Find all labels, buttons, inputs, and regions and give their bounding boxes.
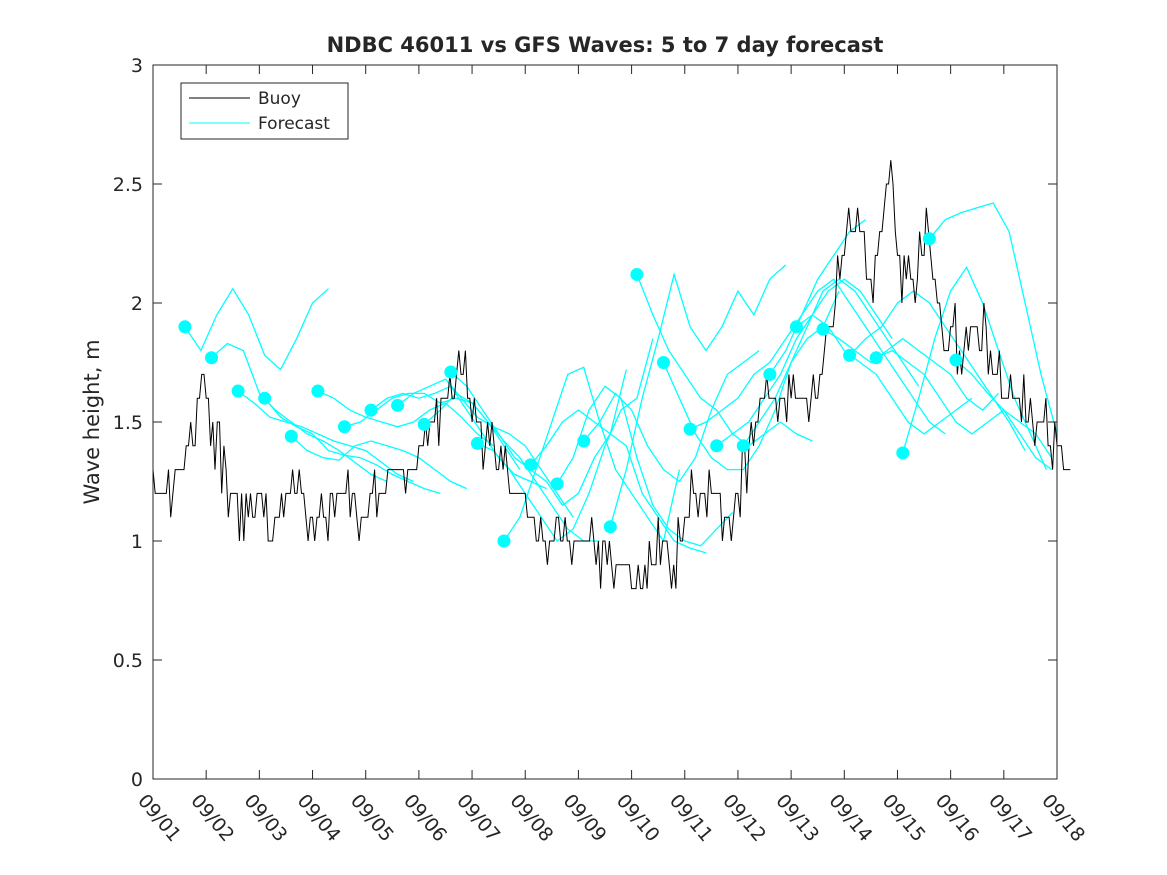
legend: Buoy Forecast: [180, 82, 349, 140]
y-tick-label: 2: [131, 293, 143, 315]
forecast-line: [609, 264, 787, 527]
forecast-start-marker: [204, 351, 218, 365]
legend-box: [180, 82, 349, 140]
y-tick-label: 3: [131, 55, 143, 77]
legend-forecast-label: Forecast: [258, 114, 330, 134]
forecast-line: [822, 328, 999, 411]
forecast-start-marker: [577, 434, 591, 448]
buoy-line-group: [152, 160, 1071, 590]
plot-area: [153, 65, 1057, 779]
forecast-start-marker: [949, 353, 963, 367]
forecast-line: [583, 350, 760, 483]
forecast-start-marker: [869, 351, 883, 365]
forecast-line: [716, 278, 893, 447]
forecast-start-marker: [524, 458, 538, 472]
y-tick-label: 0: [131, 769, 143, 791]
forecast-line: [397, 378, 574, 518]
forecast-line: [317, 390, 494, 447]
forecast-line: [184, 287, 329, 371]
forecast-line: [370, 385, 547, 490]
forecast-start-marker: [816, 322, 830, 336]
forecast-start-marker: [258, 391, 272, 405]
y-tick-label: 1.5: [113, 412, 143, 434]
forecast-start-marker: [896, 446, 910, 460]
forecast-line: [290, 435, 467, 490]
forecast-line: [902, 265, 1047, 470]
y-tick-label: 1: [131, 531, 143, 553]
forecast-line: [875, 349, 1053, 471]
forecast-start-marker: [630, 267, 644, 281]
forecast-start-marker: [789, 320, 803, 334]
forecast-start-marker: [843, 348, 857, 362]
forecast-start-marker: [364, 403, 378, 417]
y-tick-label: 2.5: [113, 174, 143, 196]
chart-title: NDBC 46011 vs GFS Waves: 5 to 7 day fore…: [327, 33, 884, 57]
forecast-start-marker: [736, 439, 750, 453]
forecast-start-marker: [178, 320, 192, 334]
forecast-line: [264, 397, 441, 495]
forecast-start-marker: [444, 365, 458, 379]
axes-box: [152, 64, 1058, 780]
forecast-line: [556, 385, 734, 547]
forecast-start-marker: [391, 398, 405, 412]
forecast-line: [503, 366, 681, 543]
forecast-start-marker: [284, 429, 298, 443]
forecast-line: [689, 219, 866, 430]
y-tick-label: 0.5: [113, 650, 143, 672]
forecast-start-marker: [603, 520, 617, 534]
forecast-start-marker: [311, 384, 325, 398]
forecast-start-marker: [710, 439, 724, 453]
forecast-start-marker: [656, 356, 670, 369]
forecast-start-markers: [178, 232, 963, 548]
forecast-line: [742, 278, 920, 447]
buoy-line: [152, 160, 1071, 590]
forecast-start-marker: [922, 232, 936, 246]
forecast-line: [769, 278, 946, 435]
forecast-lines: [184, 202, 1058, 554]
forecast-start-marker: [470, 436, 484, 450]
forecast-start-marker: [763, 367, 777, 381]
forecast-start-marker: [337, 420, 351, 434]
forecast-line: [928, 202, 1058, 435]
forecast-line: [530, 409, 707, 554]
forecast-line: [636, 274, 813, 447]
forecast-start-marker: [550, 477, 564, 491]
forecast-start-marker: [417, 417, 431, 431]
forecast-start-marker: [497, 534, 511, 548]
forecast-line: [237, 390, 414, 483]
forecast-line: [450, 369, 627, 507]
forecast-start-marker: [683, 422, 697, 436]
y-axis-label: Wave height, m: [80, 339, 104, 504]
forecast-start-marker: [231, 384, 245, 398]
legend-buoy-label: Buoy: [258, 89, 301, 109]
